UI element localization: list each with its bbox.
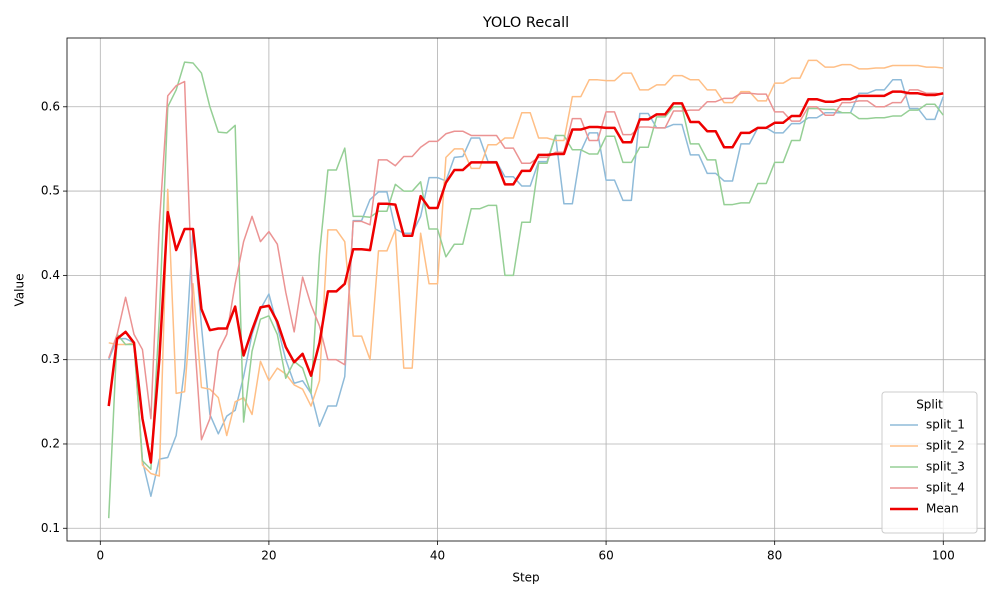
series-line bbox=[108, 80, 944, 441]
y-tick-label: 0.5 bbox=[41, 184, 60, 198]
x-tick-label: 100 bbox=[932, 549, 955, 563]
x-tick-label: 0 bbox=[96, 549, 104, 563]
legend-label: Mean bbox=[926, 502, 959, 516]
x-tick-label: 40 bbox=[430, 549, 445, 563]
series-line bbox=[107, 61, 944, 519]
x-tick-label: 20 bbox=[261, 549, 276, 563]
x-tick-label: 80 bbox=[767, 549, 782, 563]
y-tick-label: 0.3 bbox=[41, 352, 60, 366]
series-line bbox=[108, 79, 944, 497]
legend-label: split_1 bbox=[926, 418, 965, 432]
chart-title: YOLO Recall bbox=[482, 15, 569, 31]
x-tick-label: 60 bbox=[598, 549, 613, 563]
y-tick-label: 0.2 bbox=[41, 436, 60, 450]
series-line bbox=[108, 59, 944, 477]
legend-title: Split bbox=[916, 398, 943, 412]
y-tick-label: 0.1 bbox=[41, 521, 60, 535]
legend-label: split_3 bbox=[926, 460, 965, 474]
y-tick-label: 0.6 bbox=[41, 99, 60, 113]
series-line bbox=[107, 90, 944, 464]
y-tick-label: 0.4 bbox=[41, 268, 60, 282]
legend-label: split_2 bbox=[926, 439, 965, 453]
plot-frame bbox=[66, 37, 986, 542]
legend-label: split_4 bbox=[926, 481, 965, 495]
x-axis-label: Step bbox=[512, 571, 539, 585]
y-axis-label: Value bbox=[13, 274, 27, 307]
legend-box bbox=[881, 391, 978, 534]
